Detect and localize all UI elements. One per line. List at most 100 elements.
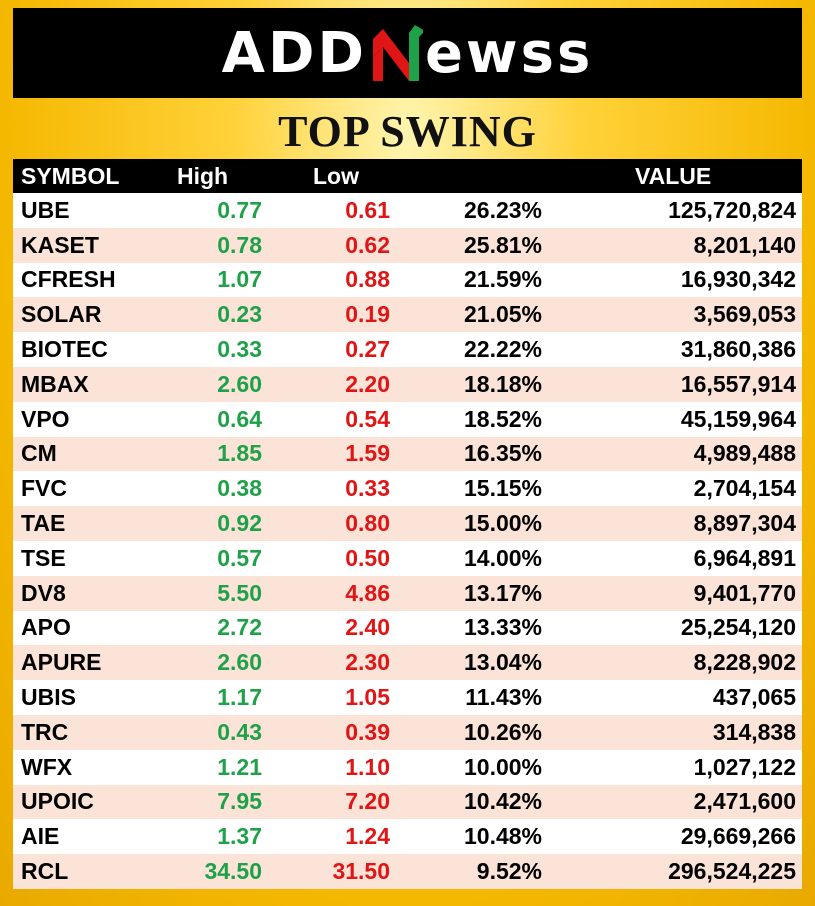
low-cell: 0.27: [345, 336, 390, 363]
symbol-cell: UBIS: [21, 684, 76, 711]
pct-change-cell: 9.52%: [476, 858, 542, 885]
symbol-cell: MBAX: [21, 370, 89, 397]
low-cell: 0.19: [345, 301, 390, 328]
low-cell: 1.24: [345, 823, 390, 850]
low-cell: 0.50: [345, 544, 390, 571]
symbol-cell: UBE: [21, 196, 70, 223]
value-cell: 16,930,342: [680, 266, 796, 293]
pct-change-cell: 10.48%: [463, 823, 542, 850]
symbol-cell: VPO: [21, 405, 70, 432]
symbol-cell: TSE: [21, 544, 66, 571]
table-row: TSE 0.57 0.50 14.00% 6,964,891: [13, 540, 802, 576]
table-body: UBE 0.77 0.61 26.23% 125,720,824 KASET 0.78 0.6…: [13, 193, 802, 889]
table-row: CFRESH 1.07 0.88 21.59% 16,930,342: [13, 262, 802, 298]
table-row: BIOTEC 0.33 0.27 22.22% 31,860,386: [13, 332, 802, 367]
table-row: VPO 0.64 0.54 18.52% 45,159,964: [13, 401, 802, 437]
high-cell: 2.72: [217, 614, 262, 641]
pct-change-cell: 13.17%: [463, 579, 542, 606]
pct-change-cell: 25.81%: [463, 231, 542, 258]
symbol-cell: DV8: [21, 579, 66, 606]
pct-change-cell: 26.23%: [463, 196, 542, 223]
page-title: TOP SWING: [278, 107, 537, 156]
high-cell: 0.78: [217, 231, 262, 258]
table-row: TAE 0.92 0.80 15.00% 8,897,304: [13, 506, 802, 541]
brand-logo: ADD ewss: [222, 21, 594, 86]
column-header-low: Low: [313, 162, 359, 189]
symbol-cell: APO: [21, 614, 71, 641]
value-cell: 8,897,304: [693, 510, 796, 537]
symbol-cell: WFX: [21, 753, 73, 780]
table-row: APO 2.72 2.40 13.33% 25,254,120: [13, 610, 802, 646]
pct-change-cell: 11.43%: [465, 684, 542, 711]
low-cell: 1.10: [345, 753, 390, 780]
symbol-cell: TAE: [21, 510, 66, 537]
value-cell: 25,254,120: [680, 614, 796, 641]
symbol-cell: BIOTEC: [21, 336, 108, 363]
pct-change-cell: 18.18%: [463, 370, 542, 397]
symbol-cell: APURE: [21, 649, 102, 676]
table-row: DV8 5.50 4.86 13.17% 9,401,770: [13, 575, 802, 611]
value-cell: 9,401,770: [693, 579, 796, 606]
value-cell: 296,524,225: [668, 858, 796, 885]
high-cell: 1.07: [217, 266, 262, 293]
value-cell: 1,027,122: [693, 753, 796, 780]
table-row: MBAX 2.60 2.20 18.18% 16,557,914: [13, 366, 802, 402]
pct-change-cell: 16.35%: [463, 440, 542, 467]
pct-change-cell: 10.42%: [463, 788, 542, 815]
high-cell: 0.92: [217, 510, 262, 537]
table-row: CM 1.85 1.59 16.35% 4,989,488: [13, 436, 802, 472]
value-cell: 125,720,824: [668, 196, 796, 223]
table-row: APURE 2.60 2.30 13.04% 8,228,902: [13, 645, 802, 681]
high-cell: 1.21: [217, 753, 262, 780]
high-cell: 0.33: [217, 336, 262, 363]
high-cell: 7.95: [217, 788, 262, 815]
high-cell: 0.38: [217, 475, 262, 502]
low-cell: 4.86: [345, 579, 390, 606]
low-cell: 0.88: [345, 266, 390, 293]
pct-change-cell: 10.26%: [463, 718, 542, 745]
low-cell: 31.50: [332, 858, 390, 885]
value-cell: 3,569,053: [693, 301, 796, 328]
high-cell: 0.57: [217, 544, 262, 571]
table-row: UBE 0.77 0.61 26.23% 125,720,824: [13, 193, 802, 228]
logo-text-left: ADD: [221, 20, 367, 86]
high-cell: 2.60: [217, 649, 262, 676]
page-frame: ADD ewss TOP SWING SYMBOL High Low VALUE…: [8, 8, 807, 898]
pct-change-cell: 13.04%: [463, 649, 542, 676]
symbol-cell: RCL: [21, 858, 69, 885]
value-cell: 45,159,964: [680, 405, 796, 432]
low-cell: 2.40: [345, 614, 390, 641]
high-cell: 0.77: [217, 196, 262, 223]
symbol-cell: FVC: [21, 475, 67, 502]
pct-change-cell: 18.52%: [463, 405, 542, 432]
symbol-cell: AIE: [21, 823, 60, 850]
table-row: SOLAR 0.23 0.19 21.05% 3,569,053: [13, 297, 802, 333]
pct-change-cell: 22.22%: [463, 336, 542, 363]
high-cell: 2.60: [217, 370, 262, 397]
low-cell: 0.33: [345, 475, 390, 502]
symbol-cell: CFRESH: [21, 266, 116, 293]
pct-change-cell: 15.15%: [463, 475, 542, 502]
symbol-cell: TRC: [21, 718, 69, 745]
symbol-cell: KASET: [21, 231, 99, 258]
low-cell: 2.20: [345, 370, 390, 397]
table-row: FVC 0.38 0.33 15.15% 2,704,154: [13, 471, 802, 507]
low-cell: 1.05: [345, 684, 390, 711]
pct-change-cell: 21.59%: [463, 266, 542, 293]
low-cell: 0.54: [345, 405, 390, 432]
pct-change-cell: 15.00%: [463, 510, 542, 537]
value-cell: 8,201,140: [693, 231, 796, 258]
value-cell: 437,065: [712, 684, 796, 711]
low-cell: 2.30: [345, 649, 390, 676]
low-cell: 0.62: [345, 231, 390, 258]
value-cell: 6,964,891: [693, 544, 796, 571]
symbol-cell: SOLAR: [21, 301, 102, 328]
table-row: KASET 0.78 0.62 25.81% 8,201,140: [13, 227, 802, 263]
low-cell: 0.61: [345, 196, 390, 223]
pct-change-cell: 21.05%: [463, 301, 542, 328]
column-header-value: VALUE: [635, 162, 712, 189]
high-cell: 0.43: [217, 718, 262, 745]
high-cell: 0.23: [217, 301, 262, 328]
low-cell: 1.59: [345, 440, 390, 467]
high-cell: 34.50: [204, 858, 262, 885]
